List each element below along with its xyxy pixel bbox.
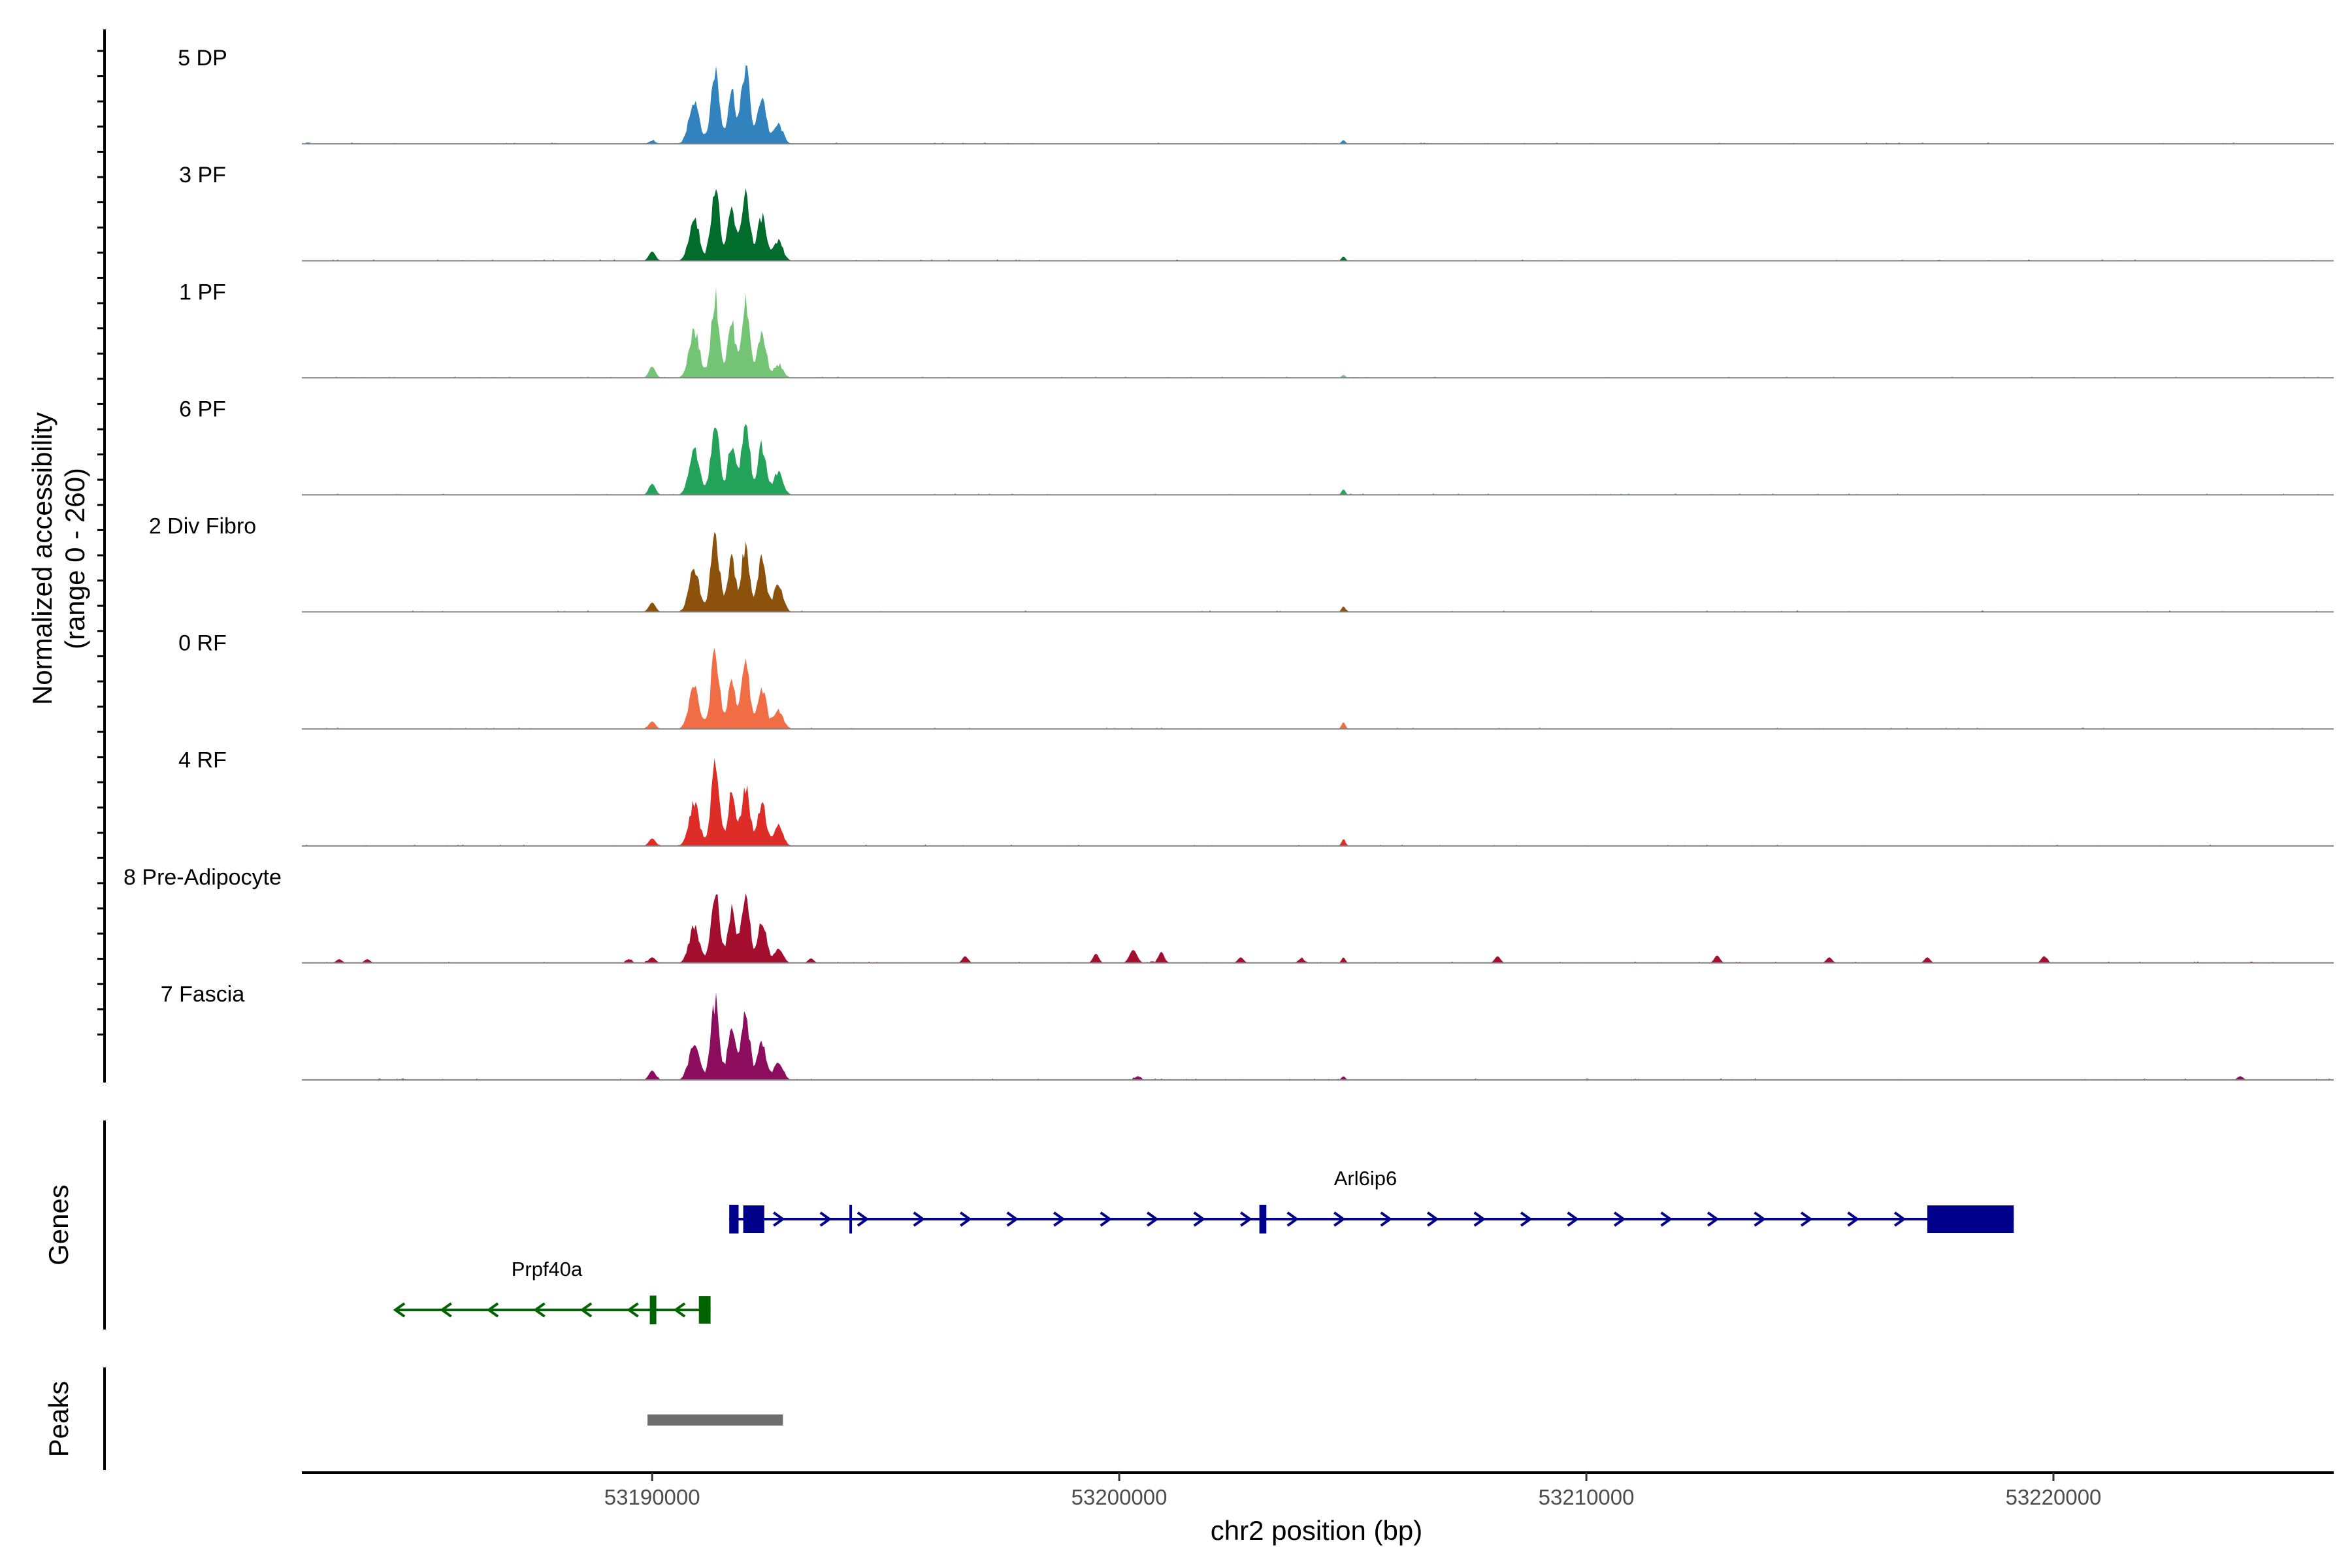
y-axis-label-line2: (range 0 - 260): [59, 468, 90, 649]
coverage-area-4-rf: [302, 758, 2334, 846]
x-axis-ticks: 53190000 53200000 53210000 53220000: [604, 1473, 2102, 1509]
x-tick-label: 53220000: [2006, 1485, 2102, 1509]
gene-exon: [729, 1205, 739, 1233]
track-8-pre-adipocyte: 8 Pre-Adipocyte: [123, 865, 2334, 964]
gene-strand-arrow: [1333, 1211, 1346, 1227]
track-7-fascia: 7 Fascia: [161, 982, 2334, 1081]
track-5-dp: 5 DP: [178, 46, 2334, 145]
gene-strand-arrow: [440, 1302, 452, 1318]
track-2-div-fibro: 2 Div Fibro: [149, 514, 2334, 613]
gene-strand-arrow: [1006, 1211, 1019, 1227]
peaks-panel-label: Peaks: [43, 1381, 74, 1458]
coverage-area-7-fascia: [302, 992, 2334, 1080]
track-label-2-div-fibro: 2 Div Fibro: [149, 514, 256, 539]
genes-panel-label: Genes: [43, 1184, 74, 1266]
gene-strand-arrow: [1100, 1211, 1113, 1227]
peak-regions: [647, 1414, 783, 1426]
gene-prpf40a: Prpf40a: [393, 1258, 711, 1324]
gene-strand-arrow: [1567, 1211, 1580, 1227]
gene-exon: [698, 1296, 711, 1324]
y-axis-label-line1: Normalized accessibility: [27, 412, 57, 705]
gene-strand-arrow: [1286, 1211, 1299, 1227]
x-tick-label: 53200000: [1071, 1485, 1168, 1509]
gene-strand-arrow: [1147, 1211, 1159, 1227]
gene-label-prpf40a: Prpf40a: [512, 1258, 583, 1281]
coverage-area-1-pf: [302, 287, 2334, 378]
coverage-tracks: 5 DP 3 PF 1 PF 6 PF 2 Div Fibro 0 RF 4 RF 8 Pre…: [123, 46, 2334, 1081]
gene-strand-arrow: [1893, 1211, 1906, 1227]
gene-strand-arrow: [673, 1302, 686, 1318]
track-label-3-pf: 3 PF: [179, 163, 226, 188]
track-0-rf: 0 RF: [178, 631, 2334, 730]
gene-exon: [649, 1296, 657, 1324]
x-tick-label: 53210000: [1539, 1485, 1635, 1509]
gene-strand-arrow: [913, 1211, 926, 1227]
track-label-4-rf: 4 RF: [178, 748, 227, 773]
gene-strand-arrow: [1707, 1211, 1720, 1227]
gene-strand-arrow: [1193, 1211, 1206, 1227]
gene-strand-arrow: [1053, 1211, 1066, 1227]
gene-strand-arrow: [486, 1302, 499, 1318]
gene-strand-arrow: [773, 1211, 785, 1227]
track-label-5-dp: 5 DP: [178, 46, 227, 71]
coverage-area-2-div-fibro: [302, 532, 2334, 612]
gene-strand-arrow: [1427, 1211, 1439, 1227]
track-label-0-rf: 0 RF: [178, 631, 227, 656]
gene-strand-arrow: [857, 1211, 870, 1227]
gene-strand-arrow: [1473, 1211, 1486, 1227]
gene-strand-arrow: [393, 1302, 406, 1318]
track-label-8-pre-adipocyte: 8 Pre-Adipocyte: [123, 865, 282, 890]
gene-strand-arrow: [533, 1302, 546, 1318]
track-4-rf: 4 RF: [178, 748, 2334, 847]
gene-strand-arrow: [1520, 1211, 1533, 1227]
coverage-area-8-pre-adipocyte: [302, 892, 2334, 963]
coverage-area-6-pf: [302, 423, 2334, 495]
coverage-area-0-rf: [302, 647, 2334, 729]
gene-strand-arrow: [1847, 1211, 1860, 1227]
gene-strand-arrow: [580, 1302, 593, 1318]
gene-strand-arrow: [1660, 1211, 1673, 1227]
track-3-pf: 3 PF: [179, 163, 2334, 262]
coverage-y-ticks: [97, 50, 105, 1036]
coverage-area-5-dp: [302, 65, 2334, 144]
gene-strand-arrow: [1380, 1211, 1393, 1227]
track-1-pf: 1 PF: [179, 280, 2334, 379]
track-label-1-pf: 1 PF: [179, 280, 226, 304]
coverage-area-3-pf: [302, 188, 2334, 261]
gene-strand-arrow: [1240, 1211, 1252, 1227]
gene-arl6ip6: Arl6ip6: [729, 1167, 2014, 1233]
peak-region-bar: [647, 1414, 783, 1426]
gene-label-arl6ip6: Arl6ip6: [1334, 1167, 1397, 1190]
gene-exon: [1927, 1205, 2014, 1233]
gene-strand-arrow: [1613, 1211, 1626, 1227]
gene-strand-arrow: [960, 1211, 972, 1227]
gene-strand-arrow: [627, 1302, 639, 1318]
x-axis-label: chr2 position (bp): [1211, 1515, 1423, 1546]
x-tick-label: 53190000: [604, 1485, 700, 1509]
track-label-7-fascia: 7 Fascia: [161, 982, 245, 1007]
track-6-pf: 6 PF: [179, 397, 2334, 496]
gene-strand-arrow: [819, 1211, 832, 1227]
gene-exon: [1259, 1205, 1267, 1233]
track-label-6-pf: 6 PF: [179, 397, 226, 421]
gene-strand-arrow: [1800, 1211, 1813, 1227]
gene-exon: [743, 1205, 764, 1233]
gene-strand-arrow: [1754, 1211, 1767, 1227]
gene-annotations: Arl6ip6 Prpf40a: [393, 1167, 2014, 1324]
